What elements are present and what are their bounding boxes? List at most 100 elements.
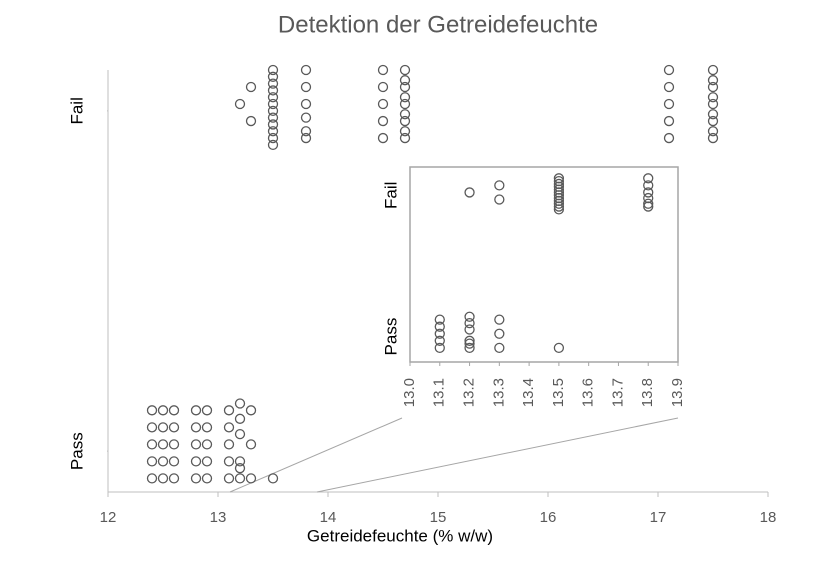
point [245,439,257,450]
inset-point [434,314,445,325]
inset-point [464,187,475,198]
inset-point [464,311,475,322]
point [707,64,719,76]
chart-title: Detektion der Getreidefeuchte [278,11,598,38]
connector [316,417,679,493]
inset-point [494,342,505,354]
point [399,81,411,93]
point [168,405,180,416]
point [267,112,279,123]
point [707,92,719,103]
point [300,81,312,93]
point [234,98,246,110]
point [146,456,158,467]
inset-point [494,194,505,205]
inset-point [434,328,445,339]
point [157,405,169,416]
point [168,456,180,467]
point [267,64,279,76]
x-tick-label: 13 [210,509,227,526]
inset-y-tick-label: Fail [381,182,400,209]
point [377,98,389,110]
inset-point [464,338,475,349]
point [377,64,389,76]
point [399,132,411,144]
inset-point [643,187,654,198]
point [267,473,279,484]
point [157,473,169,484]
inset-x-tick-label: 13.3 [490,378,507,407]
inset-x-tick-label: 13.9 [669,378,686,407]
x-axis-label: Getreidefeuchte (% w/w) [307,526,493,545]
inset-point [553,204,565,215]
point [223,456,235,467]
point [234,428,246,440]
inset-point [643,201,654,212]
point [707,81,719,93]
x-tick-label: 18 [760,509,777,526]
point [190,456,202,467]
inset-point [434,321,445,332]
inset-frame [409,166,679,363]
inset-point [464,317,475,329]
connector [229,417,403,493]
point [201,422,213,433]
point [234,398,246,409]
point [707,115,719,127]
point [300,126,312,137]
point [190,405,202,416]
point [168,473,180,484]
point [223,473,235,484]
point [267,71,279,82]
point [245,473,257,484]
inset-point [553,198,565,209]
point [663,115,675,127]
inset-point [553,201,565,212]
inset-x-tick-label: 13.6 [580,378,597,407]
inset-x-tick-label: 13.5 [550,378,567,407]
inset-y-tick-label: Pass [381,318,400,356]
point [399,115,411,127]
point [146,422,158,433]
point [146,439,158,450]
inset-x-tick-label: 13.2 [461,378,478,407]
point [245,81,257,93]
point [146,473,158,484]
point [201,456,213,467]
inset-point [643,180,654,191]
inset-x-tick-label: 13.0 [401,378,418,407]
point [399,64,411,76]
inset-point [494,314,505,325]
point [663,81,675,93]
point [190,473,202,484]
point [245,405,257,416]
point [377,132,389,144]
point [267,85,279,96]
x-tick-label: 12 [100,509,117,526]
point [663,64,675,76]
inset-point [553,342,565,354]
inset-x-tick-label: 13.4 [520,378,537,407]
point [234,473,246,484]
inset-x-tick-label: 13.1 [431,378,448,407]
point [300,112,312,123]
x-tick-label: 17 [650,509,667,526]
inset-point [643,198,654,209]
point [190,422,202,433]
point [377,115,389,127]
point [234,456,246,467]
point [267,78,279,89]
point [234,463,246,474]
point [157,439,169,450]
point [267,126,279,137]
point [399,109,411,120]
point [399,92,411,103]
x-tick-label: 15 [430,509,447,526]
point [157,422,169,433]
y-tick-label: Fail [67,97,86,124]
point [399,98,411,110]
inset-point [434,335,445,346]
point [267,139,279,151]
inset-point [494,328,505,339]
point [201,405,213,416]
